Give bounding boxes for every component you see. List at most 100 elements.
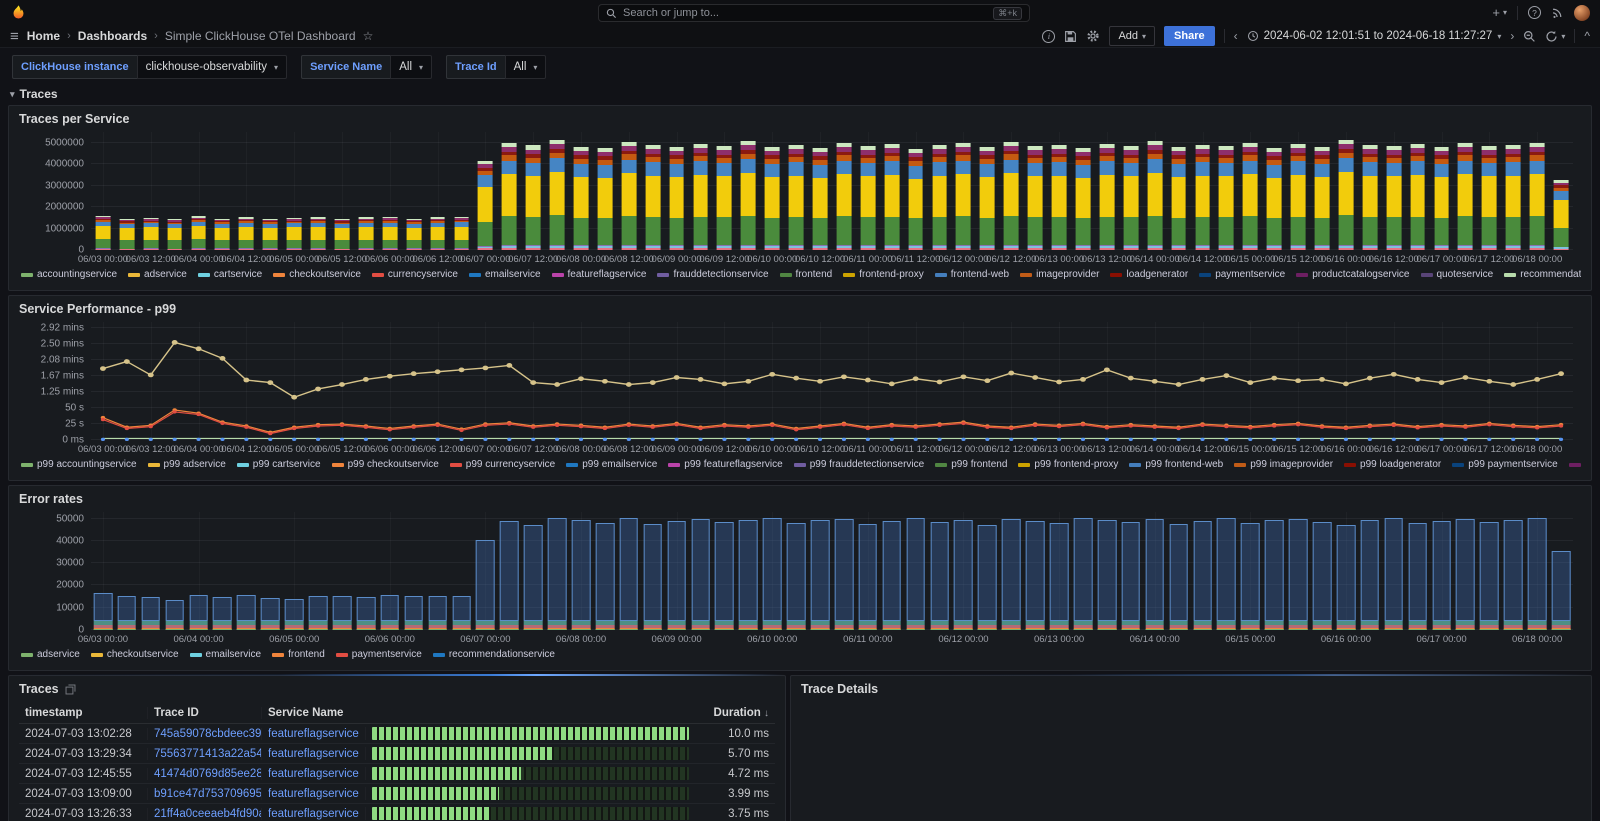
column-header-timestamp[interactable]: timestamp — [25, 707, 83, 719]
legend-item[interactable]: p99 adservice — [147, 459, 226, 470]
legend-item[interactable]: frontend-proxy — [843, 269, 924, 280]
bar-segment-paymentservice — [547, 624, 567, 628]
time-shift-forward-icon[interactable]: › — [1510, 29, 1515, 43]
legend-item[interactable]: checkoutservice — [90, 649, 179, 660]
bar-segment-paymentservice — [1480, 624, 1499, 628]
legend-item[interactable]: adservice — [128, 269, 187, 280]
add-button[interactable]: Add ▾ — [1109, 26, 1156, 46]
column-header-trace-id[interactable]: Trace ID — [147, 707, 261, 719]
legend-item[interactable]: frontend-web — [934, 269, 1010, 280]
cell-trace-id-link[interactable]: 41474d0769d85ee2828... — [147, 767, 261, 780]
help-icon[interactable]: ? — [1528, 6, 1541, 19]
panel-title[interactable]: Trace Details — [801, 682, 879, 696]
legend-item[interactable]: emailservice — [468, 269, 541, 280]
time-range-picker[interactable]: 2024-06-02 12:01:51 to 2024-06-18 11:27:… — [1247, 30, 1501, 42]
bar-segment-loadgenerator — [1434, 155, 1449, 160]
legend-item[interactable]: frauddetectionservice — [657, 269, 769, 280]
zoom-out-icon[interactable] — [1523, 30, 1536, 43]
legend-item[interactable]: p99 frontend-proxy — [1018, 459, 1118, 470]
legend-label: frontend-web — [950, 269, 1010, 280]
legend-item[interactable]: cartservice — [197, 269, 262, 280]
share-button[interactable]: Share — [1164, 26, 1215, 46]
legend-item[interactable]: imageprovider — [1020, 269, 1099, 280]
legend-item[interactable]: checkoutservice — [273, 269, 361, 280]
filter-value-dropdown[interactable]: clickhouse-observability ▾ — [136, 55, 288, 79]
legend-item[interactable]: frontend — [272, 649, 325, 660]
legend-item[interactable]: p99 checkoutservice — [331, 459, 439, 470]
panel-title[interactable]: Error rates — [19, 492, 83, 506]
cell-service-name-link[interactable]: featureflagservice — [261, 727, 365, 740]
news-icon[interactable] — [1551, 6, 1564, 19]
cell-trace-id-link[interactable]: 21ff4a0ceeaeb4fd90af0... — [147, 807, 261, 820]
service-performance-chart[interactable]: 0 ms 25 s 50 s 1.25 mins 1.67 mins 2.08 mins 2… — [41, 322, 1573, 455]
error-rates-chart[interactable]: 0 10000 20000 30000 40000 50000 06/03 00:00 06/… — [56, 512, 1573, 645]
traces-per-service-chart[interactable]: 0 1000000 2000000 3000000 4000000 5000000 06/0… — [45, 132, 1573, 265]
bar-segment-frontend-proxy — [693, 174, 708, 217]
legend-item[interactable]: emailservice — [189, 649, 261, 660]
cell-service-name-link[interactable]: featureflagservice — [261, 747, 365, 760]
filter-value-dropdown[interactable]: All ▾ — [504, 55, 547, 79]
panel-title[interactable]: Service Performance - p99 — [19, 302, 177, 316]
gridline-vertical — [102, 322, 104, 440]
cell-service-name-link[interactable]: featureflagservice — [261, 767, 365, 780]
row-header-traces[interactable]: ▾ Traces — [0, 84, 1600, 103]
legend-item[interactable]: paymentservice — [1199, 269, 1285, 280]
legend-item[interactable]: p99 frontend-web — [1129, 459, 1223, 470]
bar-segment-imageprovider — [693, 156, 708, 162]
bar-segment-currencyservice — [143, 249, 159, 250]
gridline-vertical — [150, 132, 152, 250]
legend-item[interactable]: p99 imageprovider — [1234, 459, 1333, 470]
legend-item[interactable]: productcatalogservice — [1296, 269, 1410, 280]
panel-title[interactable]: Traces per Service — [19, 112, 130, 126]
column-header-service-name[interactable]: Service Name — [261, 707, 365, 719]
filter-value-dropdown[interactable]: All ▾ — [390, 55, 433, 79]
cell-trace-id-link[interactable]: 745a59078cbdeec39b7... — [147, 727, 261, 740]
breadcrumb-home[interactable]: Home — [26, 29, 61, 43]
dashboard-insights-icon[interactable]: i — [1042, 29, 1056, 43]
legend-item[interactable]: p99 loadgenerator — [1344, 459, 1441, 470]
legend-item[interactable]: recommendationservice — [1504, 269, 1581, 280]
cell-trace-id-link[interactable]: b91ce47d753709695f1d... — [147, 787, 261, 800]
legend-item[interactable]: quoteservice — [1420, 269, 1493, 280]
save-dashboard-icon[interactable] — [1064, 30, 1077, 43]
bar-segment-productcatalogservice — [1242, 147, 1258, 152]
bar-segment-checkoutservice — [1551, 628, 1571, 630]
legend-item[interactable]: p99 cartservice — [236, 459, 321, 470]
time-shift-back-icon[interactable]: ‹ — [1233, 29, 1238, 43]
menu-icon[interactable]: ≡ — [10, 27, 19, 45]
user-avatar[interactable] — [1574, 4, 1590, 21]
legend-item[interactable]: loadgenerator — [1110, 269, 1188, 280]
breadcrumb-dashboards[interactable]: Dashboards — [77, 29, 148, 43]
legend-item[interactable]: p99 paymentservice — [1452, 459, 1558, 470]
legend-item[interactable]: frontend — [779, 269, 832, 280]
column-header-duration[interactable]: Duration ↓ — [713, 707, 769, 719]
panel-title[interactable]: Traces — [19, 682, 775, 696]
legend-item[interactable]: featureflagservice — [551, 269, 646, 280]
legend-item[interactable]: p99 currencyservice — [449, 459, 555, 470]
panel-links-icon[interactable] — [65, 684, 76, 695]
favorite-star-icon[interactable]: ☆ — [362, 29, 374, 43]
legend-item[interactable]: p99 emailservice — [566, 459, 657, 470]
refresh-icon[interactable]: ▾ — [1545, 30, 1565, 43]
new-button[interactable]: + ▾ — [1492, 5, 1507, 20]
legend-item[interactable]: p99 productcatalogservice — [1568, 459, 1581, 470]
grafana-logo[interactable] — [10, 4, 27, 21]
legend-item[interactable]: p99 frauddetectionservice — [793, 459, 924, 470]
bar-segment-cartservice — [167, 248, 183, 250]
search-input[interactable]: Search or jump to... ⌘+k — [598, 4, 1030, 22]
legend-item[interactable]: adservice — [21, 649, 80, 660]
cell-trace-id-link[interactable]: 75563771413a22a54618... — [147, 747, 261, 760]
legend-item[interactable]: p99 accountingservice — [21, 459, 137, 470]
legend-item[interactable]: currencyservice — [371, 269, 458, 280]
bar-segment-frontend-web — [1218, 163, 1234, 177]
cell-service-name-link[interactable]: featureflagservice — [261, 807, 365, 820]
settings-gear-icon[interactable] — [1086, 29, 1100, 43]
legend-item[interactable]: recommendationservice — [432, 649, 555, 660]
table-header-row: timestamp Trace ID Service Name Duration… — [19, 703, 775, 724]
legend-item[interactable]: p99 featureflagservice — [668, 459, 783, 470]
legend-item[interactable]: paymentservice — [335, 649, 422, 660]
legend-item[interactable]: accountingservice — [21, 269, 117, 280]
cell-service-name-link[interactable]: featureflagservice — [261, 787, 365, 800]
collapse-toolbar-icon[interactable]: ^ — [1584, 29, 1590, 43]
legend-item[interactable]: p99 frontend — [935, 459, 1007, 470]
